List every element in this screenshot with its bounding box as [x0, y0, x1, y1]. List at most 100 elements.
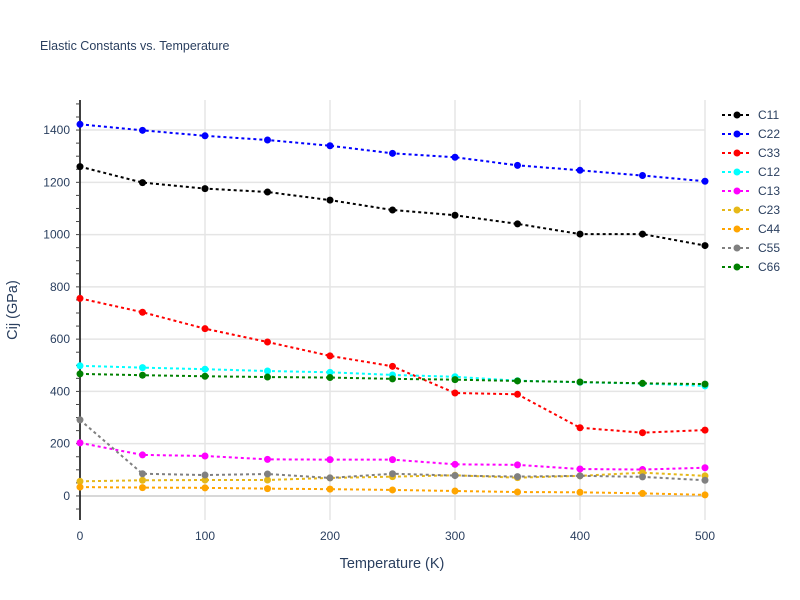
data-point-C13 — [76, 439, 84, 447]
series-C11 — [76, 163, 709, 250]
data-point-C66 — [639, 379, 646, 387]
data-point-C11 — [326, 196, 334, 204]
data-point-C13 — [139, 451, 146, 459]
legend-label: C13 — [758, 184, 780, 198]
data-point-C22 — [326, 142, 334, 150]
data-point-C13 — [201, 452, 209, 460]
data-point-C33 — [326, 352, 334, 360]
data-point-C13 — [264, 455, 271, 463]
data-point-C44 — [451, 487, 459, 495]
data-point-C22 — [201, 132, 209, 140]
data-point-C12 — [264, 367, 271, 375]
data-point-C22 — [701, 177, 709, 185]
data-point-C55 — [389, 470, 396, 478]
data-point-C55 — [139, 470, 146, 478]
data-point-C33 — [701, 426, 709, 434]
y-tick-label: 600 — [50, 332, 70, 346]
gridlines — [80, 100, 706, 520]
series-C66 — [76, 370, 709, 388]
data-point-C13 — [514, 461, 521, 469]
data-point-C66 — [76, 370, 84, 378]
y-tick-label: 1400 — [43, 123, 70, 137]
legend-item-C55: C55 — [722, 241, 780, 255]
data-point-C55 — [576, 472, 584, 480]
y-tick-label: 400 — [50, 384, 70, 398]
data-point-C33 — [451, 389, 459, 397]
legend-label: C66 — [758, 260, 780, 274]
x-tick-label: 500 — [695, 529, 715, 543]
legend-swatch-marker — [733, 149, 741, 157]
data-point-C23 — [201, 476, 209, 484]
data-point-C12 — [326, 368, 334, 376]
data-point-C22 — [264, 136, 271, 144]
legend-label: C22 — [758, 127, 780, 141]
series-C55 — [76, 416, 709, 484]
data-point-C66 — [701, 380, 709, 388]
legend-swatch-marker — [733, 244, 741, 252]
data-point-C11 — [76, 163, 84, 171]
y-tick-label: 200 — [50, 437, 70, 451]
legend: C11 C22 C33 C12 C13 C23 C44 C55 C66 — [722, 108, 780, 274]
data-point-C33 — [76, 294, 84, 302]
data-point-C66 — [201, 372, 209, 380]
data-point-C44 — [639, 489, 646, 497]
data-point-C44 — [701, 491, 709, 499]
data-point-C55 — [201, 471, 209, 479]
legend-item-C22: C22 — [722, 127, 780, 141]
legend-item-C66: C66 — [722, 260, 780, 274]
data-point-C33 — [389, 362, 396, 370]
data-point-C44 — [76, 483, 84, 491]
x-tick-label: 400 — [570, 529, 590, 543]
data-point-C44 — [514, 488, 521, 496]
data-point-C23 — [139, 476, 146, 484]
legend-item-C11: C11 — [722, 108, 779, 122]
legend-label: C33 — [758, 146, 780, 160]
y-tick-label: 1000 — [43, 228, 70, 242]
x-axis-label: Temperature (K) — [340, 556, 445, 572]
axes: 0 100 200 300 400 500 0 200 400 600 800 1000 1200 140… — [43, 100, 715, 543]
data-point-C55 — [514, 473, 521, 481]
x-tick-label: 200 — [320, 529, 340, 543]
legend-swatch-marker — [733, 263, 741, 271]
data-point-C66 — [326, 374, 334, 382]
x-tick-label: 300 — [445, 529, 465, 543]
data-point-C22 — [389, 149, 396, 157]
data-point-C44 — [201, 484, 209, 492]
legend-swatch-marker — [733, 225, 741, 233]
data-point-C12 — [201, 365, 209, 373]
data-point-C55 — [451, 472, 459, 480]
legend-label: C23 — [758, 203, 780, 217]
data-point-C44 — [389, 486, 396, 494]
y-axis-label: Cij (GPa) — [5, 280, 21, 340]
data-point-C66 — [389, 375, 396, 383]
data-point-C11 — [514, 220, 521, 228]
data-point-C66 — [451, 376, 459, 384]
data-point-C55 — [76, 416, 84, 424]
data-point-C33 — [576, 424, 584, 432]
legend-swatch-marker — [733, 206, 741, 214]
data-point-C12 — [139, 364, 146, 372]
data-point-C66 — [576, 378, 584, 386]
data-point-C33 — [639, 429, 646, 437]
legend-label: C12 — [758, 165, 780, 179]
data-point-C33 — [514, 390, 521, 398]
data-point-C22 — [639, 172, 646, 180]
data-point-C11 — [639, 230, 646, 238]
legend-swatch-marker — [733, 130, 741, 138]
data-point-C11 — [264, 188, 271, 196]
legend-swatch-marker — [733, 187, 741, 195]
legend-label: C11 — [758, 108, 779, 122]
data-point-C13 — [389, 456, 396, 464]
data-point-C22 — [576, 166, 584, 174]
x-tick-label: 0 — [77, 529, 84, 543]
legend-item-C33: C33 — [722, 146, 780, 160]
data-point-C11 — [451, 211, 459, 219]
series-C22 — [76, 120, 709, 185]
series-C13 — [76, 439, 709, 474]
data-point-C23 — [264, 476, 271, 484]
chart-title: Elastic Constants vs. Temperature — [40, 39, 229, 53]
data-point-C66 — [514, 377, 521, 385]
data-point-C13 — [701, 464, 709, 472]
